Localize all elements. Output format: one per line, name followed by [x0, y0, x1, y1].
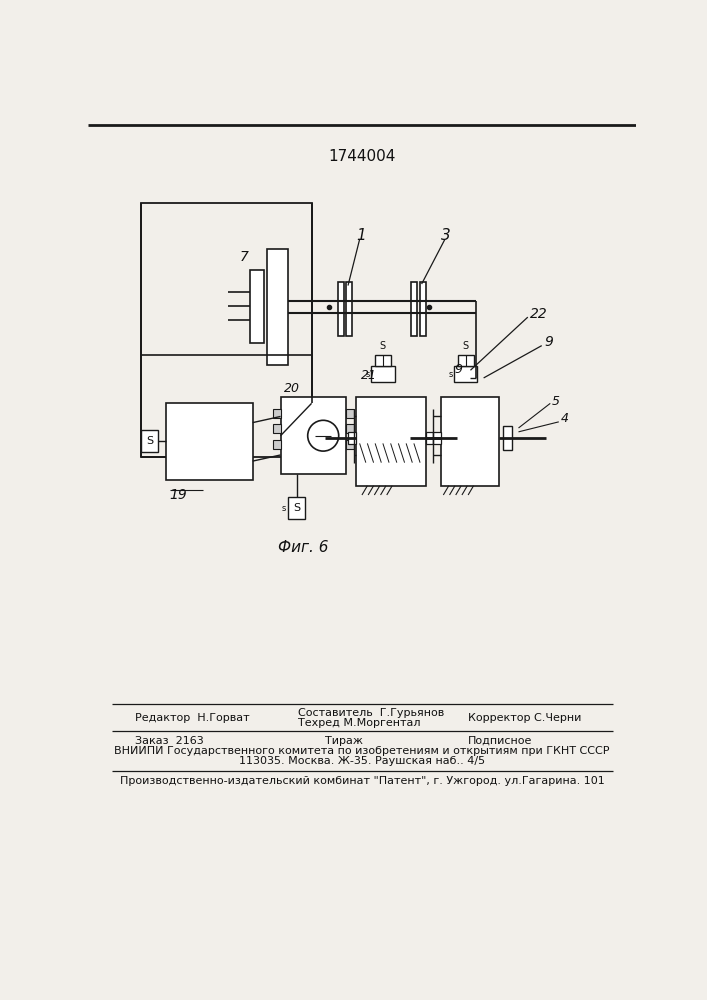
Bar	[338, 282, 344, 336]
Bar	[273, 440, 281, 449]
Text: S: S	[293, 503, 300, 513]
Bar	[375, 355, 391, 366]
Bar	[348, 432, 356, 444]
Text: Составитель  Г.Гурьянов: Составитель Г.Гурьянов	[298, 708, 444, 718]
Bar	[346, 409, 354, 418]
Bar	[346, 282, 352, 336]
Text: Фиг. 6: Фиг. 6	[279, 540, 329, 555]
Text: 5: 5	[552, 395, 560, 408]
Circle shape	[308, 420, 339, 451]
Bar	[273, 424, 281, 433]
Text: S: S	[380, 341, 386, 351]
Text: 21: 21	[361, 369, 377, 382]
Text: 19: 19	[170, 488, 187, 502]
Text: Тираж: Тираж	[325, 736, 363, 746]
Text: s: s	[366, 370, 370, 379]
Text: 1744004: 1744004	[328, 149, 396, 164]
Text: Редактор  Н.Горват: Редактор Н.Горват	[135, 713, 250, 723]
Bar	[346, 440, 354, 449]
Bar	[166, 403, 252, 480]
Text: s: s	[281, 504, 286, 513]
Text: 1: 1	[356, 228, 366, 243]
Bar	[458, 355, 474, 366]
Bar	[141, 203, 312, 457]
Bar	[503, 426, 513, 450]
Text: 113035. Москва. Ж-35. Раушская наб.. 4/5: 113035. Москва. Ж-35. Раушская наб.. 4/5	[239, 756, 485, 766]
Text: 3: 3	[441, 228, 451, 243]
Bar	[141, 430, 158, 452]
Text: Подписное: Подписное	[468, 736, 532, 746]
Text: S: S	[146, 436, 153, 446]
Text: Корректор С.Черни: Корректор С.Черни	[468, 713, 581, 723]
Bar	[433, 432, 441, 444]
Bar	[426, 432, 433, 444]
Text: Техред М.Моргентал: Техред М.Моргентал	[298, 718, 420, 728]
Text: S: S	[463, 341, 469, 351]
Bar	[411, 282, 417, 336]
Bar	[288, 497, 305, 519]
Text: 7: 7	[240, 250, 248, 264]
Bar	[346, 424, 354, 433]
Text: Производственно-издательский комбинат "Патент", г. Ужгород. ул.Гагарина. 101: Производственно-издательский комбинат "П…	[119, 776, 604, 786]
Bar	[371, 366, 395, 382]
Text: Заказ  2163: Заказ 2163	[135, 736, 204, 746]
Text: 22: 22	[530, 307, 548, 321]
Bar	[454, 366, 477, 382]
Bar	[250, 270, 264, 343]
Bar	[441, 397, 499, 486]
Text: 20: 20	[284, 382, 300, 395]
Bar	[420, 282, 426, 336]
Bar	[356, 397, 426, 486]
Text: 4: 4	[561, 412, 569, 425]
Text: 9: 9	[544, 335, 553, 349]
Text: ВНИИПИ Государственного комитета по изобретениям и открытиям при ГКНТ СССР: ВНИИПИ Государственного комитета по изоб…	[115, 746, 609, 756]
Bar	[273, 409, 281, 418]
Text: 9: 9	[454, 363, 462, 376]
Text: s: s	[448, 370, 452, 379]
Bar	[281, 397, 346, 474]
Bar	[267, 249, 288, 365]
